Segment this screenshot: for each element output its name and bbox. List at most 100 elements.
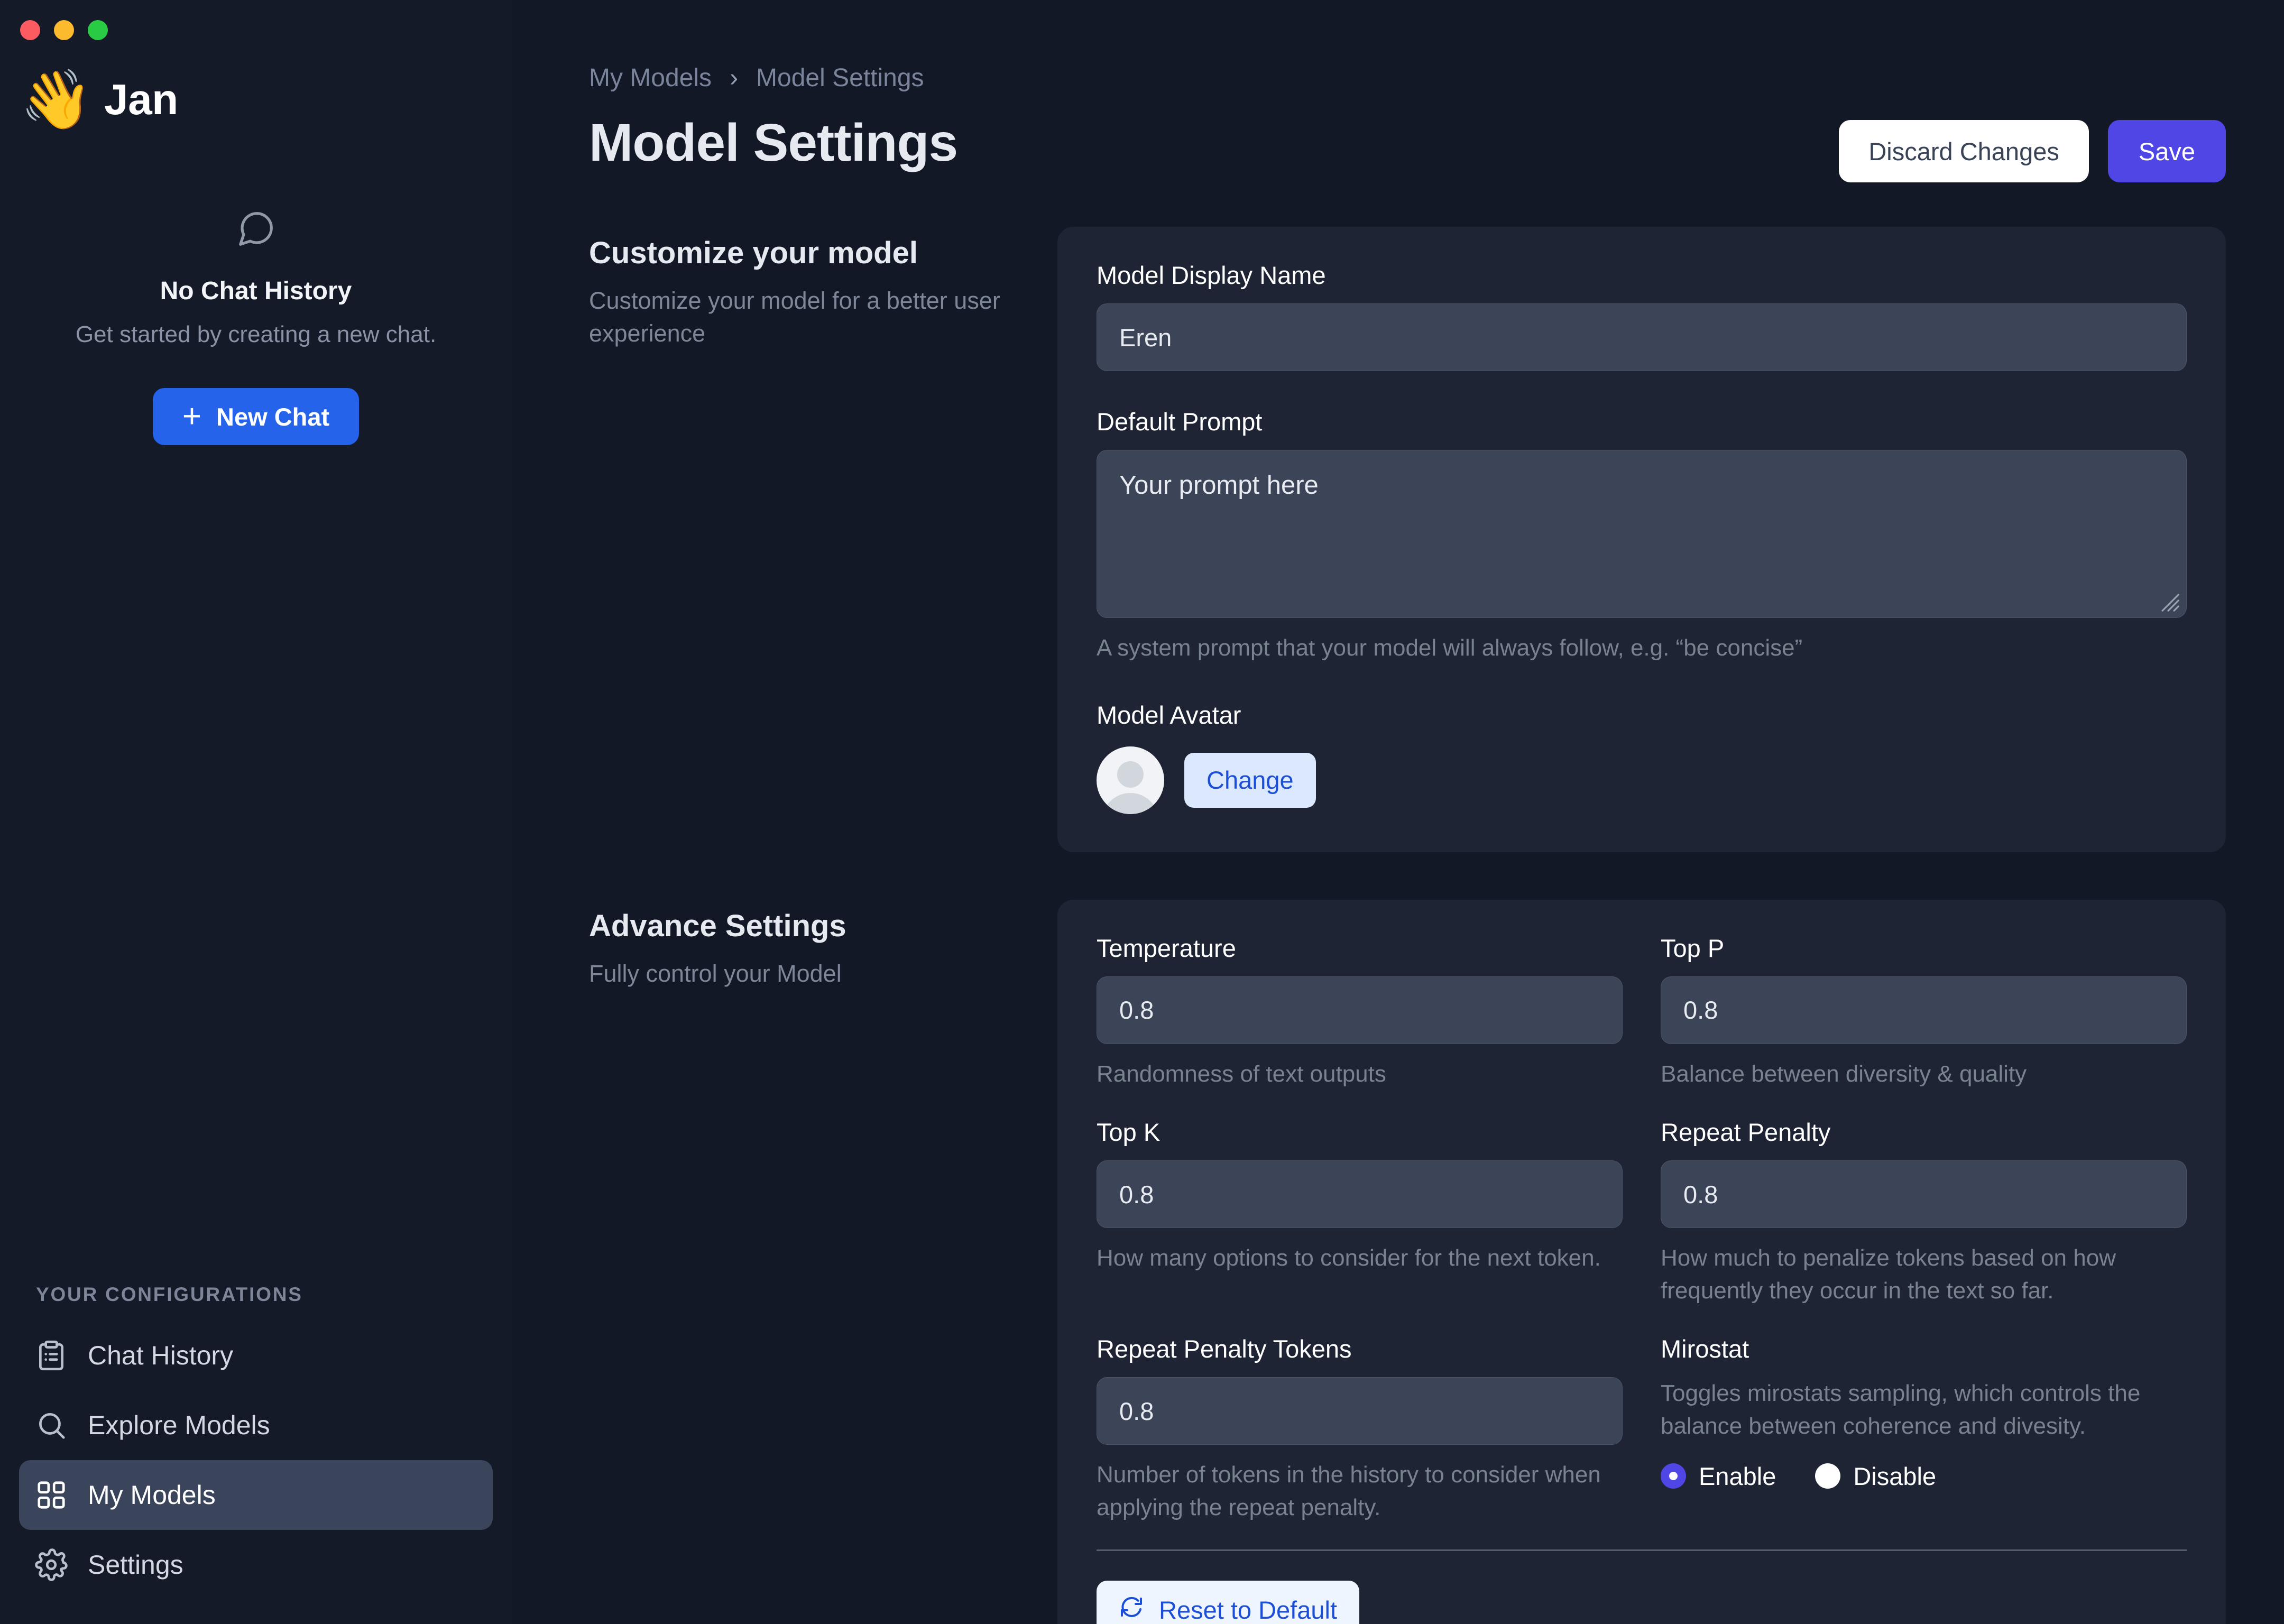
customize-description: Customize your model Customize your mode… <box>589 227 1007 852</box>
repeat-penalty-label: Repeat Penalty <box>1661 1118 1831 1147</box>
model-avatar-label: Model Avatar <box>1097 700 1241 729</box>
waving-hand-icon: 👋 <box>20 67 93 132</box>
main-content: My Models › Model Settings Model Setting… <box>512 0 2284 1624</box>
gear-icon <box>35 1548 68 1581</box>
model-display-name-input[interactable]: Eren <box>1097 303 2187 371</box>
refresh-icon <box>1119 1594 1144 1624</box>
reset-to-default-button[interactable]: Reset to Default <box>1097 1580 1360 1624</box>
mirostat-field: Mirostat Toggles mirostats sampling, whi… <box>1661 1334 2187 1524</box>
zoom-window-button[interactable] <box>88 20 108 40</box>
top-p-field: Top P 0.8 Balance between diversity & qu… <box>1661 934 2187 1091</box>
advance-parameters-grid: Temperature 0.8 Randomness of text outpu… <box>1097 934 2187 1524</box>
repeat-penalty-tokens-field: Repeat Penalty Tokens 0.8 Number of toke… <box>1097 1334 1623 1524</box>
sidebar-navigation: YOUR CONFIGURATIONS Chat History <box>0 1284 512 1624</box>
model-avatar-field: Model Avatar Change <box>1097 700 2187 814</box>
mirostat-radio-group: Enable Disable <box>1661 1462 2187 1491</box>
repeat-penalty-tokens-label: Repeat Penalty Tokens <box>1097 1335 1352 1363</box>
default-prompt-field: Default Prompt Your prompt here A system… <box>1097 407 2187 665</box>
sidebar-item-chat-history[interactable]: Chat History <box>19 1321 493 1390</box>
top-p-helper: Balance between diversity & quality <box>1661 1060 2027 1087</box>
sidebar: 👋 Jan No Chat History Get started by cre… <box>0 0 512 1624</box>
chat-history-empty-state: No Chat History Get started by creating … <box>0 208 512 445</box>
customize-subtext: Customize your model for a better user e… <box>589 287 1000 347</box>
clipboard-list-icon <box>35 1339 68 1372</box>
top-p-label: Top P <box>1661 934 1725 962</box>
top-p-input[interactable]: 0.8 <box>1661 976 2187 1044</box>
repeat-penalty-field: Repeat Penalty 0.8 How much to penalize … <box>1661 1118 2187 1307</box>
default-prompt-helper: A system prompt that your model will alw… <box>1097 635 1803 661</box>
model-display-name-field: Model Display Name Eren <box>1097 261 2187 371</box>
mirostat-helper: Toggles mirostats sampling, which contro… <box>1661 1380 2141 1439</box>
customize-model-section: Customize your model Customize your mode… <box>589 227 2226 852</box>
avatar-head-shape <box>1117 761 1144 788</box>
sidebar-item-my-models[interactable]: My Models <box>19 1460 493 1530</box>
mirostat-disable-option[interactable]: Disable <box>1815 1462 1936 1491</box>
advance-description: Advance Settings Fully control your Mode… <box>589 900 1007 1624</box>
repeat-penalty-input[interactable]: 0.8 <box>1661 1160 2187 1229</box>
chevron-right-icon: › <box>730 64 739 92</box>
plus-icon: + <box>182 398 202 435</box>
advance-heading: Advance Settings <box>589 908 846 943</box>
app-brand: 👋 Jan <box>0 40 512 129</box>
top-k-field: Top K 0.8 How many options to consider f… <box>1097 1118 1623 1307</box>
advance-panel: Temperature 0.8 Randomness of text outpu… <box>1057 899 2226 1624</box>
app-title: Jan <box>104 76 178 124</box>
page-title: Model Settings <box>589 113 958 172</box>
page-header: Model Settings Discard Changes Save <box>589 113 2226 182</box>
sidebar-section-label: YOUR CONFIGURATIONS <box>36 1284 303 1305</box>
minimize-window-button[interactable] <box>54 20 74 40</box>
window-traffic-lights <box>0 0 512 40</box>
sidebar-item-label: Explore Models <box>88 1410 270 1440</box>
customize-panel: Model Display Name Eren Default Prompt Y… <box>1057 227 2226 852</box>
default-prompt-textarea[interactable]: Your prompt here <box>1097 450 2187 618</box>
avatar-body-shape <box>1102 792 1159 814</box>
change-avatar-button[interactable]: Change <box>1184 752 1316 808</box>
new-chat-button[interactable]: + New Chat <box>152 388 360 445</box>
repeat-penalty-tokens-helper: Number of tokens in the history to consi… <box>1097 1462 1601 1520</box>
temperature-helper: Randomness of text outputs <box>1097 1060 1386 1087</box>
mirostat-enable-option[interactable]: Enable <box>1661 1462 1776 1491</box>
repeat-penalty-tokens-input[interactable]: 0.8 <box>1097 1377 1623 1445</box>
default-prompt-value: Your prompt here <box>1119 471 1319 500</box>
discard-changes-button[interactable]: Discard Changes <box>1839 120 2089 182</box>
mirostat-enable-label: Enable <box>1699 1462 1776 1490</box>
sidebar-item-label: Settings <box>88 1550 183 1580</box>
breadcrumb: My Models › Model Settings <box>589 63 2226 93</box>
temperature-field: Temperature 0.8 Randomness of text outpu… <box>1097 934 1623 1091</box>
default-prompt-label: Default Prompt <box>1097 408 1263 436</box>
top-k-input[interactable]: 0.8 <box>1097 1160 1623 1229</box>
close-window-button[interactable] <box>20 20 40 40</box>
model-display-name-label: Model Display Name <box>1097 261 1326 289</box>
breadcrumb-parent[interactable]: My Models <box>589 64 712 92</box>
top-k-label: Top K <box>1097 1118 1161 1147</box>
user-avatar-icon <box>1097 746 1164 814</box>
avatar-row: Change <box>1097 746 2187 814</box>
temperature-input[interactable]: 0.8 <box>1097 976 1623 1044</box>
sidebar-item-label: Chat History <box>88 1341 234 1370</box>
header-actions: Discard Changes Save <box>1839 113 2226 182</box>
empty-state-subtitle: Get started by creating a new chat. <box>75 321 437 347</box>
breadcrumb-current: Model Settings <box>756 64 924 92</box>
search-icon <box>35 1409 68 1442</box>
sidebar-item-settings[interactable]: Settings <box>19 1530 493 1600</box>
mirostat-label: Mirostat <box>1661 1335 1749 1363</box>
reset-to-default-label: Reset to Default <box>1159 1596 1338 1624</box>
top-k-helper: How many options to consider for the nex… <box>1097 1245 1601 1271</box>
radio-unselected-icon[interactable] <box>1815 1463 1841 1489</box>
radio-selected-icon[interactable] <box>1661 1463 1686 1489</box>
repeat-penalty-helper: How much to penalize tokens based on how… <box>1661 1245 2116 1304</box>
empty-state-title: No Chat History <box>160 277 352 305</box>
advance-settings-section: Advance Settings Fully control your Mode… <box>589 899 2226 1624</box>
panel-divider <box>1097 1549 2187 1551</box>
sidebar-item-label: My Models <box>88 1480 216 1510</box>
customize-heading: Customize your model <box>589 236 918 270</box>
temperature-label: Temperature <box>1097 934 1236 962</box>
mirostat-disable-label: Disable <box>1853 1462 1937 1490</box>
chat-bubble-icon <box>235 208 277 252</box>
save-button[interactable]: Save <box>2107 120 2226 182</box>
new-chat-button-label: New Chat <box>216 402 330 431</box>
advance-subtext: Fully control your Model <box>589 959 842 987</box>
sidebar-item-explore-models[interactable]: Explore Models <box>19 1390 493 1460</box>
resize-handle-icon[interactable] <box>2157 589 2180 612</box>
